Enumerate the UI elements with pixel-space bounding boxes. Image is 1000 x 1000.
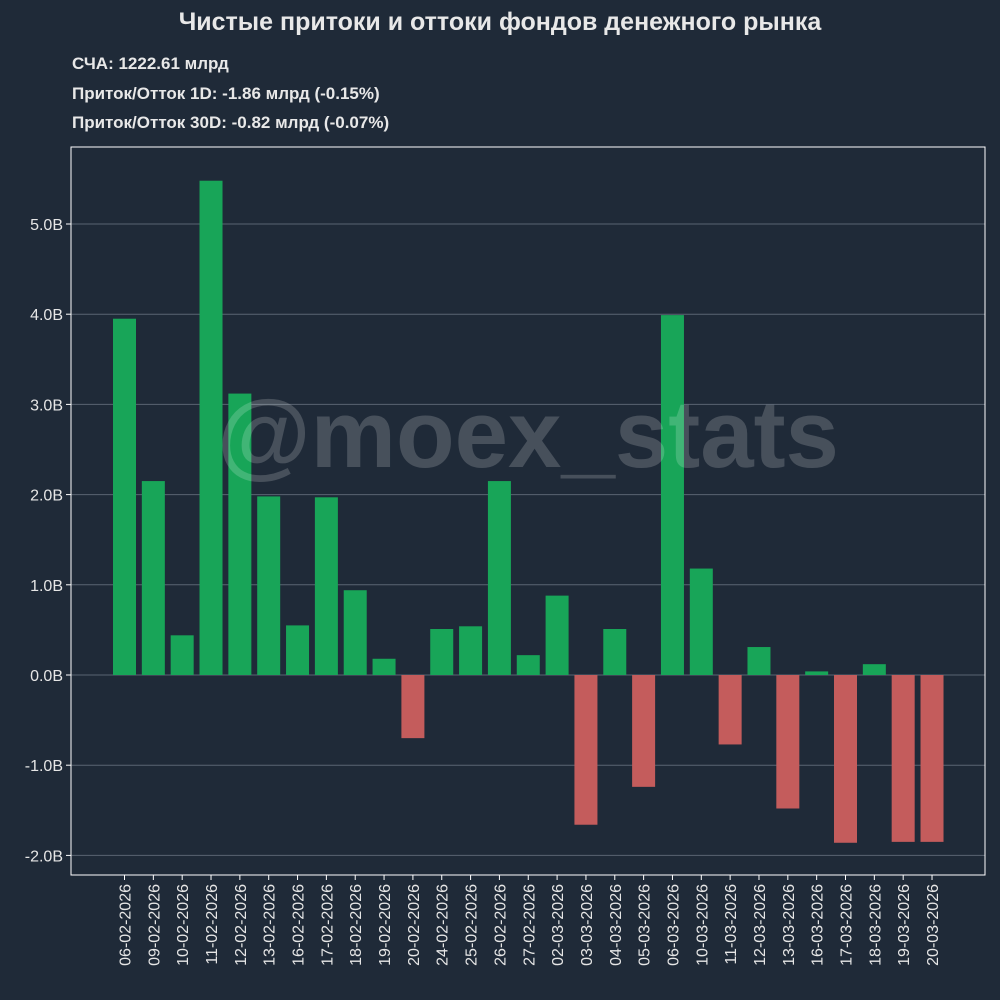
y-tick-label: 5.0B — [30, 217, 63, 234]
bar-02-03-2026 — [545, 595, 569, 675]
bar-26-02-2026 — [487, 481, 511, 675]
x-tick-label: 25-02-2026 — [464, 884, 481, 966]
bar-17-02-2026 — [314, 497, 338, 675]
bar-16-02-2026 — [286, 625, 310, 675]
flow-1d-summary: Приток/Отток 1D: -1.86 млрд (-0.15%) — [72, 84, 380, 103]
x-tick-label: 10-02-2026 — [175, 884, 192, 966]
x-tick-label: 06-02-2026 — [118, 884, 135, 966]
y-tick-label: 2.0B — [30, 488, 63, 505]
x-tick-label: 09-02-2026 — [146, 884, 163, 966]
y-tick-label: 0.0B — [30, 668, 63, 685]
bar-11-03-2026 — [718, 675, 742, 745]
x-tick-label: 02-03-2026 — [550, 884, 567, 966]
bar-24-02-2026 — [430, 628, 454, 675]
x-tick-label: 18-03-2026 — [867, 884, 884, 966]
bar-12-03-2026 — [747, 647, 771, 675]
x-tick-label: 04-03-2026 — [608, 884, 625, 966]
bar-06-03-2026 — [660, 315, 684, 675]
bar-25-02-2026 — [459, 626, 483, 675]
bar-10-02-2026 — [170, 635, 194, 675]
x-tick-label: 17-03-2026 — [839, 884, 856, 966]
chart-title: Чистые притоки и оттоки фондов денежного… — [178, 8, 822, 36]
y-axis-labels: -2.0B -1.0B 0.0B 1.0B 2.0B 3.0B 4.0B 5.0B — [25, 217, 63, 865]
bar-12-02-2026 — [228, 393, 252, 675]
x-tick-label: 06-03-2026 — [665, 884, 682, 966]
x-tick-label: 20-03-2026 — [925, 884, 942, 966]
nav-summary: СЧА: 1222.61 млрд — [72, 54, 229, 73]
bar-17-03-2026 — [834, 675, 857, 843]
x-tick-label: 11-02-2026 — [204, 884, 221, 965]
bar-13-02-2026 — [257, 496, 281, 675]
bar-20-02-2026 — [401, 675, 425, 739]
bar-11-02-2026 — [199, 180, 223, 676]
y-tick-label: 3.0B — [30, 397, 63, 414]
watermark-text: @moex_stats — [217, 381, 839, 488]
x-tick-label: 11-03-2026 — [723, 884, 740, 965]
y-tick-label: -2.0B — [25, 848, 63, 865]
x-tick-label: 13-03-2026 — [781, 884, 798, 966]
bar-20-03-2026 — [920, 675, 944, 842]
y-tick-label: 4.0B — [30, 307, 63, 324]
x-tick-label: 16-03-2026 — [810, 884, 827, 966]
x-tick-label: 05-03-2026 — [637, 884, 654, 966]
x-tick-label: 10-03-2026 — [694, 884, 711, 966]
bar-09-02-2026 — [141, 481, 165, 675]
bar-04-03-2026 — [603, 628, 627, 675]
axes — [66, 146, 986, 880]
x-tick-label: 17-02-2026 — [319, 884, 336, 966]
x-tick-label: 27-02-2026 — [521, 884, 538, 966]
x-tick-label: 19-03-2026 — [896, 884, 913, 966]
bar-16-03-2026 — [805, 671, 829, 675]
y-tick-label: 1.0B — [30, 578, 63, 595]
x-tick-label: 13-02-2026 — [262, 884, 279, 966]
bar-19-02-2026 — [372, 658, 396, 675]
bar-05-03-2026 — [632, 675, 656, 787]
bar-10-03-2026 — [689, 568, 713, 675]
grid-lines — [71, 223, 985, 856]
x-tick-label: 20-02-2026 — [406, 884, 423, 966]
x-tick-label: 24-02-2026 — [435, 884, 452, 966]
bar-06-02-2026 — [113, 318, 136, 675]
flow-30d-summary: Приток/Отток 30D: -0.82 млрд (-0.07%) — [72, 113, 390, 132]
bar-18-03-2026 — [862, 664, 886, 675]
bar-13-03-2026 — [776, 675, 800, 809]
bar-27-02-2026 — [516, 655, 540, 675]
bar-03-03-2026 — [574, 675, 598, 825]
x-tick-label: 03-03-2026 — [579, 884, 596, 966]
x-tick-label: 18-02-2026 — [348, 884, 365, 966]
bars — [113, 180, 944, 843]
x-tick-label: 12-03-2026 — [752, 884, 769, 966]
y-tick-label: -1.0B — [25, 758, 63, 775]
bar-19-03-2026 — [891, 675, 915, 842]
x-tick-label: 26-02-2026 — [492, 884, 509, 966]
bar-18-02-2026 — [343, 590, 367, 675]
x-axis-labels: 06-02-2026 09-02-2026 10-02-2026 11-02-2026… — [118, 884, 943, 966]
x-tick-label: 19-02-2026 — [377, 884, 394, 966]
x-tick-label: 16-02-2026 — [291, 884, 308, 966]
x-tick-label: 12-02-2026 — [233, 884, 250, 966]
